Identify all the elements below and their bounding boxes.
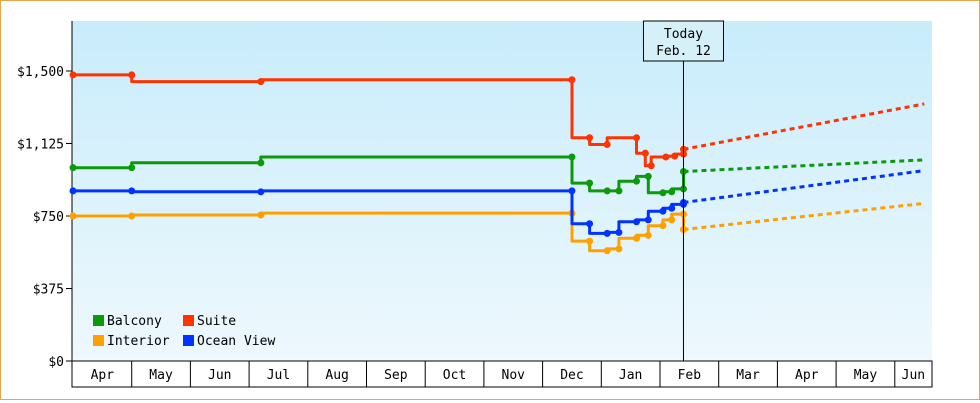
data-point — [586, 134, 594, 142]
y-axis: $1,500 $1,125 $750 $375 $0 — [17, 21, 73, 370]
data-point — [633, 218, 641, 226]
series-suite — [69, 71, 925, 170]
data-point — [644, 231, 652, 239]
data-point — [633, 234, 641, 242]
month-label: Jul — [267, 368, 290, 383]
data-point — [662, 153, 670, 161]
today-label: Today — [664, 27, 703, 42]
data-point — [615, 228, 623, 236]
data-point — [69, 164, 77, 172]
legend-label: Balcony — [107, 314, 162, 329]
legend-item: Balcony — [93, 314, 162, 329]
data-point — [586, 237, 594, 245]
data-point — [257, 159, 265, 167]
data-point — [603, 187, 611, 195]
legend-item: Ocean View — [183, 334, 275, 349]
legend-swatch — [93, 335, 104, 346]
legend-swatch — [183, 315, 194, 326]
month-label: Aug — [325, 368, 348, 383]
legend-label: Interior — [107, 334, 170, 349]
month-label: May — [149, 368, 173, 383]
data-point — [69, 212, 77, 220]
month-label: Sep — [384, 368, 408, 383]
series-interior — [69, 201, 925, 255]
month-label: Jun — [208, 368, 231, 383]
data-point — [659, 189, 667, 197]
data-point — [603, 229, 611, 237]
y-tick-label: $750 — [33, 210, 64, 225]
legend-swatch — [183, 335, 194, 346]
month-label: Jun — [902, 368, 925, 383]
data-point — [69, 71, 77, 79]
month-label: May — [854, 368, 878, 383]
data-point — [647, 162, 655, 170]
data-point — [615, 245, 623, 253]
series-ocean-view — [69, 169, 925, 237]
data-point — [128, 187, 136, 195]
y-tick-label: $0 — [48, 355, 64, 370]
data-point — [644, 216, 652, 224]
month-label: Apr — [91, 368, 115, 383]
projection-line — [683, 201, 925, 231]
data-point — [633, 134, 641, 142]
month-label: Jan — [619, 368, 642, 383]
data-point — [668, 216, 676, 224]
month-label: Nov — [502, 368, 526, 383]
data-point — [586, 220, 594, 228]
projection-line — [683, 158, 925, 173]
legend-item: Interior — [93, 334, 170, 349]
month-label: Apr — [795, 368, 819, 383]
data-point — [69, 187, 77, 195]
today-marker: Today Feb. 12 — [642, 20, 724, 361]
x-axis: Apr May Jun Jul Aug Sep Oct Nov Dec Jan Feb Mar Apr M… — [71, 360, 933, 388]
data-point — [603, 247, 611, 255]
legend-label: Ocean View — [197, 334, 275, 349]
y-tick-label: $375 — [33, 283, 64, 298]
data-point — [603, 140, 611, 148]
today-box — [642, 20, 724, 62]
data-point — [668, 188, 676, 196]
legend-swatch — [93, 315, 104, 326]
x-axis-box — [71, 360, 933, 388]
month-label: Feb — [678, 368, 702, 383]
month-label: Mar — [736, 368, 760, 383]
y-tick-label: $1,500 — [17, 65, 64, 80]
projection-line — [683, 169, 925, 204]
data-point — [644, 172, 652, 180]
data-point — [668, 204, 676, 212]
data-point — [641, 149, 649, 157]
data-point — [128, 164, 136, 172]
month-label: Oct — [443, 368, 466, 383]
data-point — [615, 187, 623, 195]
data-point — [671, 152, 679, 160]
month-label: Dec — [560, 368, 583, 383]
data-point — [568, 187, 576, 195]
projection-line — [683, 102, 925, 151]
legend: Balcony Suite Interior Ocean View — [93, 314, 275, 349]
data-point — [257, 188, 265, 196]
series-layer — [69, 71, 925, 255]
data-point — [128, 212, 136, 220]
y-tick-label: $1,125 — [17, 138, 64, 153]
data-point — [257, 211, 265, 219]
data-point — [568, 76, 576, 84]
data-point — [633, 177, 641, 185]
data-point — [659, 222, 667, 230]
data-point — [659, 207, 667, 215]
data-point — [257, 78, 265, 86]
data-point — [568, 153, 576, 161]
legend-label: Suite — [197, 314, 236, 329]
data-point — [586, 179, 594, 187]
data-point — [128, 71, 136, 79]
today-date: Feb. 12 — [656, 44, 711, 59]
legend-item: Suite — [183, 314, 236, 329]
